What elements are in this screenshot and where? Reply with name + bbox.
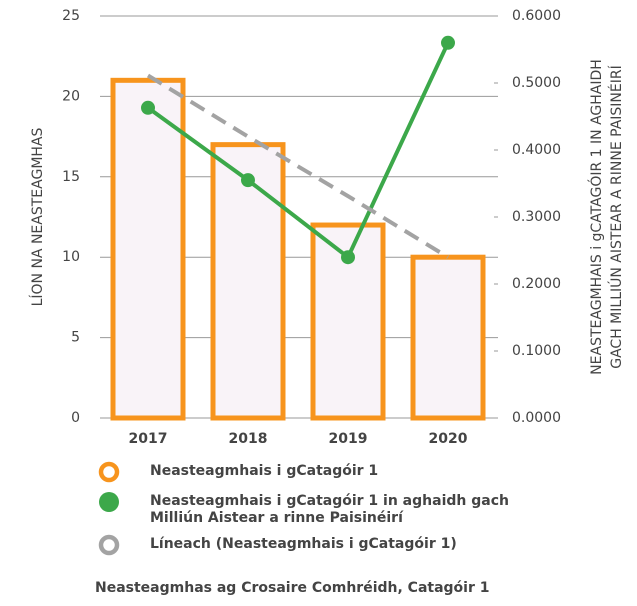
- line-marker: [141, 100, 155, 115]
- legend-label: Neasteagmhais i gCatagóir 1: [150, 463, 379, 479]
- line-marker: [341, 250, 355, 265]
- y2-tick-label: 0.5000: [512, 75, 561, 91]
- y-tick-label: 10: [62, 249, 80, 265]
- y-tick-label: 0: [71, 410, 80, 426]
- legend-icon: [98, 461, 120, 483]
- x-tick-label: 2017: [129, 431, 168, 447]
- y-tick-label: 5: [71, 330, 80, 346]
- line-marker: [441, 35, 455, 50]
- legend-icon: [99, 492, 119, 512]
- legend-symbol: [98, 461, 120, 483]
- legend-item: Líneach (Neasteagmhais i gCatagóir 1): [95, 533, 565, 557]
- legend-item: Neasteagmhais i gCatagóir 1: [95, 460, 565, 484]
- y2-tick-label: 0.1000: [512, 343, 561, 359]
- legend-label: Líneach (Neasteagmhais i gCatagóir 1): [150, 536, 457, 552]
- bar: [310, 222, 386, 421]
- y-tick-label: 20: [62, 88, 80, 104]
- chart-title: Neasteagmhas ag Crosaire Comhréidh, Cata…: [95, 580, 490, 596]
- y-axis-label: LÍON NA NEASTEAGMHAS: [29, 127, 46, 306]
- y2-tick-label: 0.0000: [512, 410, 561, 426]
- legend-symbol: [98, 534, 120, 556]
- y2-axis-label: NEASTEAGMHAIS i gCATAGÓIR 1 IN AGHAIDH: [587, 59, 605, 375]
- y2-axis-label: GACH MILLIÚN AISTEAR A RINNE PAISINÉIRÍ: [607, 65, 625, 368]
- x-tick-label: 2019: [329, 431, 368, 447]
- line: [146, 41, 450, 261]
- trend-line: [146, 73, 450, 259]
- line-marker: [241, 173, 255, 188]
- legend-label: Neasteagmhais i gCatagóir 1 in aghaidh g…: [150, 493, 509, 526]
- legend-item: Neasteagmhais i gCatagóir 1 in aghaidh g…: [95, 490, 565, 527]
- y2-tick-label: 0.2000: [512, 276, 561, 292]
- y2-tick-label: 0.4000: [512, 142, 561, 158]
- y2-tick-label: 0.3000: [512, 209, 561, 225]
- legend-symbol: [99, 492, 119, 512]
- legend-icon: [98, 534, 120, 556]
- y2-tick-label: 0.6000: [512, 8, 561, 24]
- x-tick-label: 2018: [229, 431, 268, 447]
- x-tick-label: 2020: [429, 431, 468, 447]
- y-tick-label: 25: [62, 8, 80, 24]
- bar: [410, 254, 486, 421]
- bar: [110, 77, 186, 421]
- plot: LÍON NA NEASTEAGMHAS NEASTEAGMHAIS i gCA…: [29, 8, 625, 447]
- legend: Neasteagmhais i gCatagóir 1 Neasteagmhais…: [95, 460, 565, 563]
- bar: [210, 142, 286, 421]
- y-tick-label: 15: [62, 169, 80, 185]
